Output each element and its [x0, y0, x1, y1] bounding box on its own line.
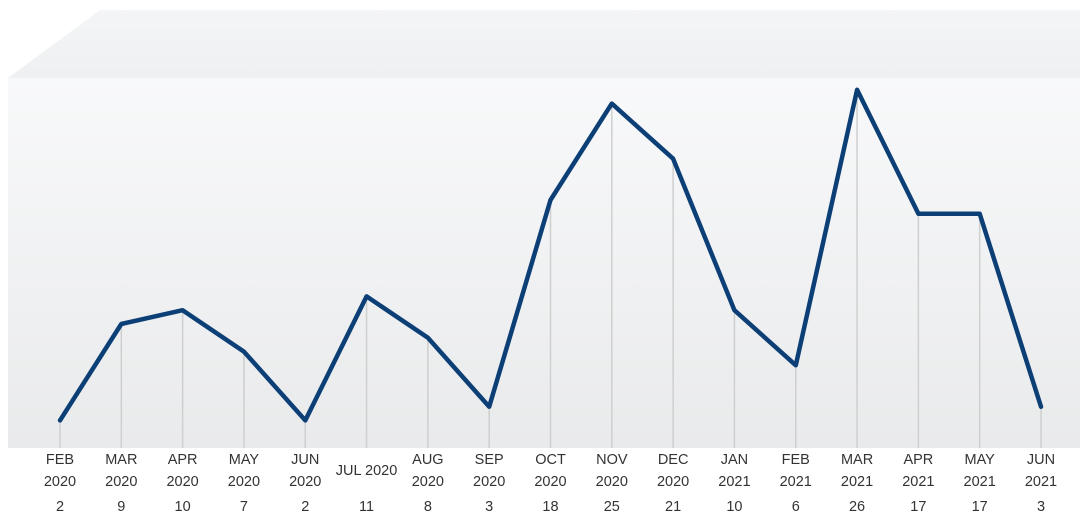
data-label: 8	[424, 499, 432, 515]
data-labels: 2 9 10 7 2 11 8 3 18 25 21 10 6 26 17 17 3	[56, 499, 1045, 515]
x-tick-label: MAY 2021	[964, 452, 996, 490]
data-label: 25	[604, 499, 620, 515]
data-label: 17	[972, 499, 988, 515]
x-tick-label: MAR 2020	[105, 452, 137, 490]
data-label: 18	[542, 499, 558, 515]
x-tick-label: APR 2021	[902, 452, 934, 490]
data-label: 2	[301, 499, 309, 515]
x-axis-labels: FEB 2020 MAR 2020 APR 2020 MAY 2020 JUN 2020 JUL 2…	[44, 452, 1057, 490]
x-tick-label: AUG 2020	[412, 452, 444, 490]
data-label: 17	[910, 499, 926, 515]
x-tick-label: NOV 2020	[596, 452, 628, 490]
x-tick-label: JAN 2021	[718, 452, 750, 490]
data-label: 11	[359, 499, 374, 515]
data-label: 3	[1037, 499, 1045, 515]
x-tick-label: JUN 2021	[1025, 452, 1057, 490]
series-line	[57, 87, 1044, 423]
data-label: 6	[792, 499, 800, 515]
x-tick-label: SEP 2020	[473, 452, 505, 490]
x-tick-label: APR 2020	[166, 452, 198, 490]
plot-background-top	[8, 10, 1080, 78]
data-label: 10	[175, 499, 191, 515]
data-label: 9	[117, 499, 125, 515]
x-tick-label: DEC 2020	[657, 452, 689, 490]
data-label: 7	[240, 499, 248, 515]
x-tick-label: MAR 2021	[841, 452, 873, 490]
data-label: 26	[849, 499, 865, 515]
x-tick-label: FEB 2021	[780, 452, 812, 490]
x-tick-label: JUN 2020	[289, 452, 321, 490]
x-tick-label: OCT 2020	[534, 452, 566, 490]
drop-lines	[59, 89, 1042, 448]
plot-background	[8, 78, 1080, 448]
x-tick-label: JUL 2020	[336, 463, 398, 479]
x-tick-label: MAY 2020	[228, 452, 260, 490]
data-label: 2	[56, 499, 64, 515]
data-label: 21	[665, 499, 681, 515]
x-tick-label: FEB 2020	[44, 452, 76, 490]
data-label: 10	[726, 499, 742, 515]
data-label: 3	[485, 499, 493, 515]
